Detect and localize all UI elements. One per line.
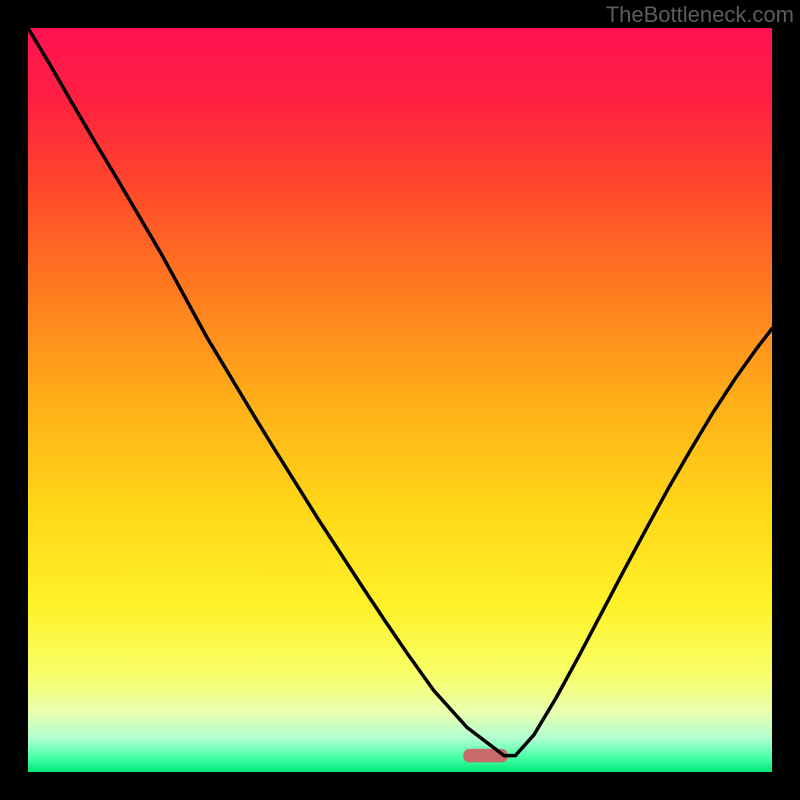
plot-area xyxy=(28,28,772,772)
min-marker xyxy=(463,749,508,762)
chart-canvas: TheBottleneck.com xyxy=(0,0,800,800)
watermark-text: TheBottleneck.com xyxy=(606,2,794,28)
bottleneck-curve xyxy=(28,28,772,756)
curve-layer xyxy=(28,28,772,772)
